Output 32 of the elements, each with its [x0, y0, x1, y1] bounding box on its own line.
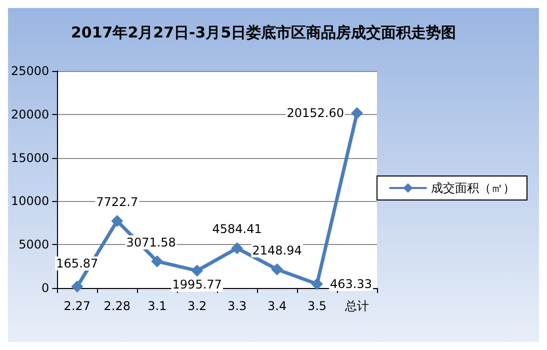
- x-tick-label: 2.28: [104, 299, 130, 313]
- y-tick-label: 15000: [10, 150, 50, 165]
- y-tick-label: 25000: [10, 64, 50, 78]
- x-tick-label: 3.5: [307, 299, 327, 313]
- point: [311, 278, 324, 290]
- data-label: 1995.77: [172, 278, 222, 292]
- point: [151, 255, 164, 268]
- point: [191, 264, 204, 277]
- x-tick-label: 2.27: [64, 299, 91, 313]
- point: [231, 242, 244, 254]
- chart-title: 2017年2月27日-3月5日娄底市区商品房成交面积走势图: [71, 24, 456, 42]
- y-tick-label: 0: [42, 281, 50, 295]
- point: [271, 263, 284, 276]
- data-label: 165.87: [56, 256, 98, 271]
- data-label: 20152.60: [286, 106, 344, 120]
- data-label: 2148.94: [252, 243, 302, 258]
- data-label: 4584.41: [212, 222, 262, 236]
- legend-label: 成交面积（㎡）: [431, 181, 515, 195]
- x-tick-label: 3.2: [188, 299, 207, 313]
- data-label: 463.33: [330, 276, 372, 291]
- data-label: 7722.7: [96, 194, 138, 209]
- y-tick-label: 5000: [18, 238, 50, 252]
- data-label: 3071.58: [126, 235, 176, 250]
- x-tick-label: 3.4: [268, 299, 287, 313]
- point: [71, 280, 84, 293]
- y-tick-label: 10000: [10, 194, 50, 208]
- x-tick-label: 3.3: [228, 299, 247, 313]
- point: [111, 214, 124, 227]
- x-tick-label: 3.1: [148, 299, 167, 313]
- y-tick-label: 20000: [10, 107, 50, 122]
- point: [351, 107, 364, 120]
- x-tick-label: 总计: [344, 299, 370, 313]
